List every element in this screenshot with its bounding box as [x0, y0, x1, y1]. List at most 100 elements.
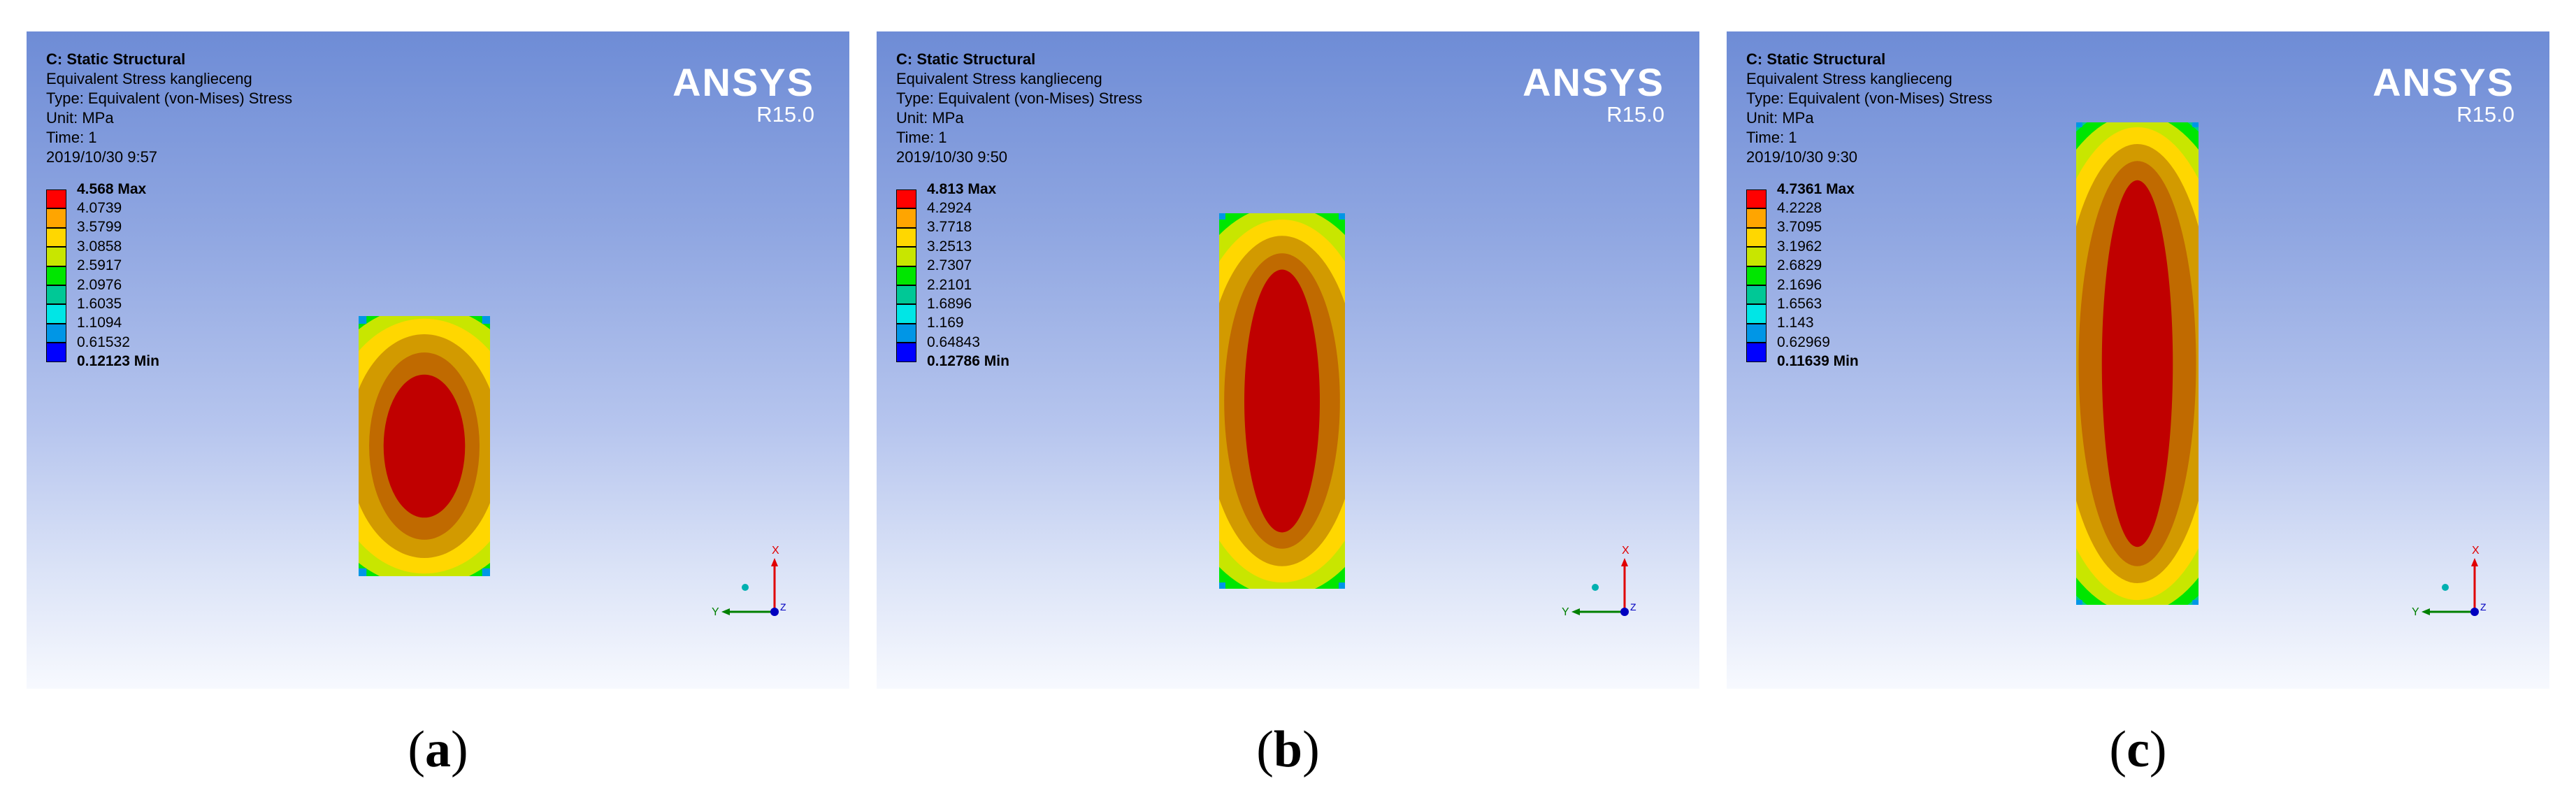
caption-letter: b: [1273, 721, 1303, 778]
legend-tick: 3.5799: [77, 219, 122, 236]
legend-tick: 3.2513: [927, 238, 972, 255]
legend-swatch: [896, 189, 916, 209]
analysis-title: C: Static Structural: [46, 50, 186, 68]
legend-swatch: [46, 189, 66, 209]
logo-version: R15.0: [1606, 102, 1664, 127]
legend-tick: 1.143: [1777, 315, 1814, 331]
triad-x-label: X: [2472, 545, 2480, 557]
result-type: Type: Equivalent (von-Mises) Stress: [1746, 90, 1993, 107]
legend-min: 0.11639 Min: [1777, 353, 1859, 370]
legend-tick: 4.2228: [1777, 200, 1822, 216]
coordinate-triad: X Y Z: [2412, 545, 2496, 629]
result-time: Time: 1: [1746, 129, 1797, 146]
triad-center-dot: [1592, 584, 1599, 591]
triad-center-dot: [742, 584, 749, 591]
legend-swatch: [1746, 285, 1766, 305]
legend-swatch: [46, 247, 66, 266]
legend-swatch: [46, 285, 66, 305]
caption-letter: c: [2127, 721, 2150, 778]
caption-paren-close: ): [2149, 721, 2167, 778]
z-axis-dot: [1620, 608, 1629, 616]
analysis-title: C: Static Structural: [896, 50, 1036, 68]
result-date: 2019/10/30 9:57: [46, 148, 158, 166]
legend-tick: 0.64843: [927, 334, 980, 350]
analysis-title: C: Static Structural: [1746, 50, 1886, 68]
caption-paren-open: (: [2109, 721, 2127, 778]
legend-swatch: [896, 323, 916, 343]
result-header: C: Static Structural Equivalent Stress k…: [1746, 50, 1992, 167]
caption-letter: a: [425, 721, 451, 778]
triad-z-label: Z: [1630, 601, 1636, 613]
legend-swatch: [1746, 266, 1766, 285]
z-axis-dot: [770, 608, 779, 616]
legend-swatch: [1746, 247, 1766, 266]
panel-b: C: Static Structural Equivalent Stress k…: [877, 0, 1699, 809]
legend-swatch: [1746, 323, 1766, 343]
legend-swatch: [46, 208, 66, 228]
result-time: Time: 1: [46, 129, 97, 146]
legend-swatch: [1746, 189, 1766, 209]
triad-y-label: Y: [1562, 606, 1569, 618]
legend-max: 4.7361 Max: [1777, 181, 1855, 197]
ansys-logo: ANSYS R15.0: [2373, 62, 2514, 127]
ansys-logo: ANSYS R15.0: [1523, 62, 1664, 127]
contour-plot: [359, 316, 490, 576]
ansys-viewport[interactable]: C: Static Structural Equivalent Stress k…: [27, 31, 849, 689]
ansys-logo: ANSYS R15.0: [672, 62, 814, 127]
legend-swatch: [896, 343, 916, 362]
stress-contour-model[interactable]: [2076, 122, 2199, 605]
triad-y-label: Y: [2412, 606, 2419, 618]
legend-swatch: [896, 285, 916, 305]
logo-version: R15.0: [756, 102, 814, 127]
legend-tick: 2.6829: [1777, 257, 1822, 274]
legend-tick: 1.1094: [77, 315, 122, 331]
legend-tick: 4.2924: [927, 200, 972, 216]
triad-x-label: X: [1622, 545, 1629, 557]
result-time: Time: 1: [896, 129, 947, 146]
result-header: C: Static Structural Equivalent Stress k…: [46, 50, 292, 167]
legend-tick: 3.0858: [77, 238, 122, 255]
legend-swatch: [896, 247, 916, 266]
legend-tick: 4.0739: [77, 200, 122, 216]
result-type: Type: Equivalent (von-Mises) Stress: [896, 90, 1143, 107]
legend-min: 0.12786 Min: [927, 353, 1009, 370]
stress-contour-model[interactable]: [1219, 213, 1345, 589]
caption-paren-close: ): [1302, 721, 1320, 778]
logo-version: R15.0: [2456, 102, 2514, 127]
result-date: 2019/10/30 9:30: [1746, 148, 1858, 166]
legend-swatch: [896, 304, 916, 324]
result-name: Equivalent Stress kanglieceng: [1746, 70, 1952, 87]
legend-max: 4.813 Max: [927, 181, 997, 197]
logo-brand: ANSYS: [1523, 60, 1664, 104]
ansys-viewport[interactable]: C: Static Structural Equivalent Stress k…: [1727, 31, 2549, 689]
legend-min: 0.12123 Min: [77, 353, 159, 370]
legend-tick: 0.61532: [77, 334, 130, 350]
contour-plot: [1219, 213, 1345, 589]
ansys-viewport[interactable]: C: Static Structural Equivalent Stress k…: [877, 31, 1699, 689]
legend-swatch: [1746, 227, 1766, 248]
figure-caption: (c): [1727, 720, 2549, 780]
stress-contour-model[interactable]: [359, 316, 490, 576]
result-name: Equivalent Stress kanglieceng: [46, 70, 252, 87]
panel-a: C: Static Structural Equivalent Stress k…: [27, 0, 849, 809]
triad-center-dot: [2442, 584, 2449, 591]
result-unit: Unit: MPa: [1746, 109, 1814, 127]
legend-swatch: [1746, 304, 1766, 324]
legend-tick: 2.7307: [927, 257, 972, 274]
legend-swatch: [46, 343, 66, 362]
triad-x-label: X: [772, 545, 779, 557]
legend-tick: 1.6563: [1777, 295, 1822, 312]
result-header: C: Static Structural Equivalent Stress k…: [896, 50, 1142, 167]
legend-tick: 1.169: [927, 315, 964, 331]
legend-tick: 2.5917: [77, 257, 122, 274]
legend-swatch: [46, 266, 66, 285]
legend-tick: 3.7095: [1777, 219, 1822, 236]
caption-paren-close: ): [451, 721, 468, 778]
logo-brand: ANSYS: [672, 60, 814, 104]
legend-swatch: [1746, 343, 1766, 362]
panel-c: C: Static Structural Equivalent Stress k…: [1727, 0, 2549, 809]
caption-paren-open: (: [408, 721, 425, 778]
legend-swatch: [46, 323, 66, 343]
result-unit: Unit: MPa: [896, 109, 964, 127]
triad-y-label: Y: [712, 606, 719, 618]
